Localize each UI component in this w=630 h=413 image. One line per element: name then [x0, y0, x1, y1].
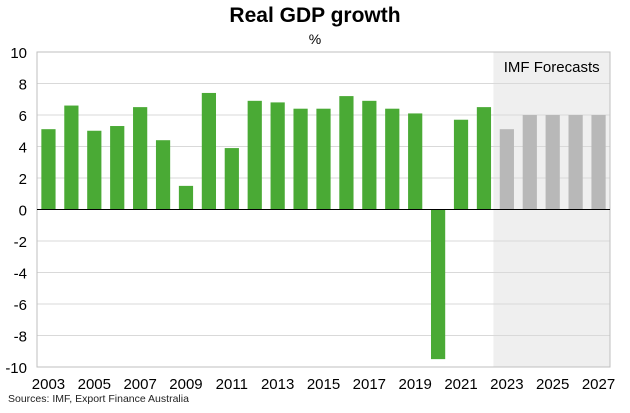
bar-actual-2014 — [293, 108, 308, 210]
x-tick-label: 2011 — [216, 376, 248, 393]
y-tick-label: 8 — [19, 77, 27, 94]
y-tick-label: 2 — [19, 171, 27, 188]
y-tick-label: 6 — [19, 108, 27, 125]
x-tick-label: 2003 — [32, 376, 65, 393]
x-tick-label: 2007 — [123, 376, 156, 393]
bar-actual-2013 — [270, 102, 285, 210]
x-tick-label: 2013 — [261, 376, 294, 393]
x-tick-label: 2009 — [169, 376, 202, 393]
y-unit-label: % — [308, 31, 322, 47]
bar-actual-2012 — [247, 100, 262, 210]
bar-actual-2022 — [476, 107, 492, 210]
bar-actual-2005 — [87, 130, 102, 210]
y-tick-label: -6 — [14, 297, 27, 314]
bar-actual-2020 — [430, 209, 446, 360]
x-tick-label: 2019 — [398, 376, 431, 393]
bar-forecast-2024 — [522, 115, 537, 210]
bar-actual-2017 — [362, 100, 377, 210]
bar-actual-2015 — [316, 108, 331, 210]
bar-forecast-2026 — [568, 115, 583, 210]
bar-actual-2008 — [155, 140, 171, 210]
x-tick-label: 2023 — [490, 376, 523, 393]
y-tick-label: -2 — [14, 234, 27, 251]
bar-actual-2010 — [201, 92, 217, 210]
y-tick-label: 0 — [19, 203, 27, 220]
bar-actual-2007 — [133, 107, 148, 210]
x-tick-label: 2015 — [307, 376, 340, 393]
bar-actual-2003 — [41, 129, 56, 210]
x-tick-label: 2005 — [78, 376, 111, 393]
x-tick-label: 2021 — [444, 376, 477, 393]
bar-forecast-2023 — [499, 129, 514, 210]
bar-actual-2019 — [408, 113, 423, 210]
bar-forecast-2025 — [545, 115, 560, 210]
x-tick-label: 2027 — [582, 376, 615, 393]
bar-actual-2018 — [385, 108, 400, 210]
bar-actual-2004 — [64, 105, 79, 210]
chart-title: Real GDP growth — [229, 4, 401, 27]
y-tick-label: -10 — [5, 360, 27, 377]
y-tick-label: -4 — [14, 266, 27, 283]
source-note: Sources: IMF, Export Finance Australia — [8, 393, 189, 405]
bar-actual-2011 — [224, 148, 239, 210]
bar-actual-2016 — [339, 96, 354, 210]
bar-actual-2021 — [453, 119, 469, 210]
bar-forecast-2027 — [591, 115, 606, 210]
y-tick-label: 4 — [19, 140, 27, 157]
x-tick-label: 2025 — [536, 376, 569, 393]
bar-actual-2009 — [178, 185, 194, 210]
bar-actual-2006 — [110, 126, 125, 210]
x-tick-label: 2017 — [353, 376, 386, 393]
y-tick-label: -8 — [14, 329, 27, 346]
y-tick-label: 10 — [10, 45, 27, 62]
forecast-label: IMF Forecasts — [504, 59, 600, 76]
